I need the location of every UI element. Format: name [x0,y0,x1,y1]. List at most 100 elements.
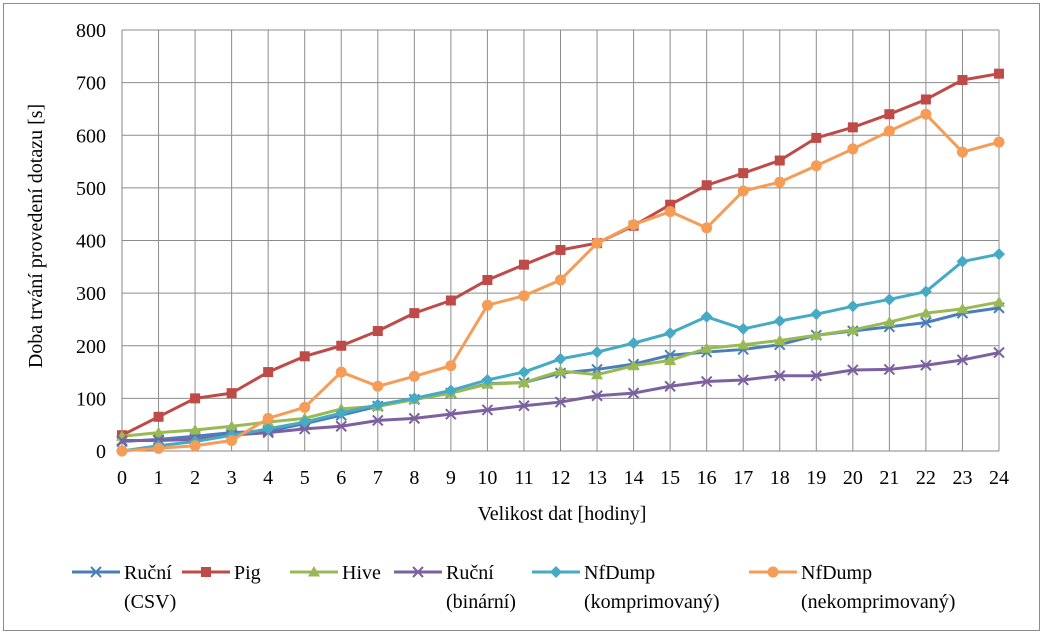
x-tick-label: 9 [446,467,456,489]
data-point [555,274,566,286]
data-point [299,401,311,413]
chart-frame: 0 100 200 300 400 500 600 700 800 0 1 2 3 4 5 6 7 8 9 10 11 1… [3,3,1040,631]
legend-label: NfDump [801,562,872,584]
data-point [372,414,384,427]
data-point [846,323,859,335]
x-tick-label: 24 [989,467,1009,489]
data-point [482,274,493,285]
x-tick-label: 19 [806,467,826,489]
data-point [810,329,823,340]
y-tick-label: 100 [76,388,106,410]
data-point [774,155,785,166]
x-tick-label: 20 [843,467,863,489]
data-point [847,364,859,376]
data-point [883,125,895,137]
data-point [591,346,604,359]
x-marker-stroke [956,354,969,366]
data-point [993,346,1005,359]
x-tick-label: 8 [409,467,419,489]
data-point [116,445,128,457]
x-marker-stroke [737,374,749,386]
data-point [189,423,202,435]
data-point [773,334,786,345]
x-tick-label: 16 [697,467,717,489]
x-marker-stroke [920,359,932,371]
y-tick-label: 400 [76,231,106,253]
data-point [517,366,530,379]
data-point [774,370,786,382]
legend-item-1: Pig [182,562,261,584]
x-marker-stroke [299,423,311,435]
legend-item-3: Ruční (binární) [394,562,516,613]
x-tick-label: 2 [190,467,200,489]
data-point [700,342,713,353]
y-tick-label: 0 [96,441,106,463]
series-5 [116,108,1005,457]
data-point [737,374,749,386]
x-marker-stroke [664,380,676,392]
data-point [153,442,165,454]
legend: Ruční (CSV) Pig Hive Ruční (binární) NfDump (ko… [72,562,955,613]
x-tick-label: 23 [952,467,972,489]
x-marker-stroke [627,387,640,399]
data-point [737,338,750,350]
data-point [409,308,420,319]
data-point [262,412,274,424]
y-tick-label: 700 [76,73,106,95]
data-point [956,302,969,314]
x-tick-label: 12 [551,467,571,489]
data-point [994,68,1004,79]
legend-label: NfDump [584,562,655,584]
data-point [956,146,968,158]
data-point [591,390,603,402]
y-tick-label: 500 [76,178,106,200]
data-point [225,420,238,431]
x-tick-label: 0 [117,467,127,489]
x-marker-stroke [810,370,822,382]
x-marker-stroke [920,316,932,329]
data-point [335,366,347,378]
gridlines [121,29,1000,452]
legend-marker [201,567,211,577]
data-point [299,423,311,435]
y-tick-label: 800 [76,20,106,42]
data-point [956,354,969,366]
legend-item-0: Ruční (CSV) [72,562,176,613]
data-point [810,160,822,172]
x-tick-label: 3 [227,467,237,489]
legend-label: (CSV) [124,591,176,613]
x-tick-label: 5 [300,467,310,489]
legend-item-5: NfDump (nekomprimovaný) [749,562,955,613]
data-point [408,370,420,382]
x-marker-stroke [591,390,603,402]
data-point [298,416,311,429]
y-tick-label: 300 [76,283,106,305]
data-point [664,206,676,218]
legend-label: Ruční [124,562,172,584]
data-point [811,132,822,143]
data-point [591,237,603,249]
data-point [226,388,237,399]
x-marker-stroke [408,412,421,425]
data-point [883,316,896,327]
x-axis-title: Velikost dat [hodiny] [478,503,647,525]
data-point [883,363,896,376]
x-marker-stroke [993,346,1005,359]
data-point [299,351,310,362]
x-tick-label: 21 [879,467,899,489]
data-point [444,384,457,397]
data-point [883,293,896,306]
data-point [627,387,640,399]
data-point [773,315,786,328]
data-point [664,327,677,340]
data-point [846,300,859,313]
x-tick-label: 13 [587,467,607,489]
x-marker-stroke [883,363,896,376]
legend-marker [308,566,320,577]
axes [121,30,999,452]
data-point [920,359,932,371]
data-point [957,74,968,85]
data-point [189,440,201,452]
legend-label: Ruční [446,562,494,584]
